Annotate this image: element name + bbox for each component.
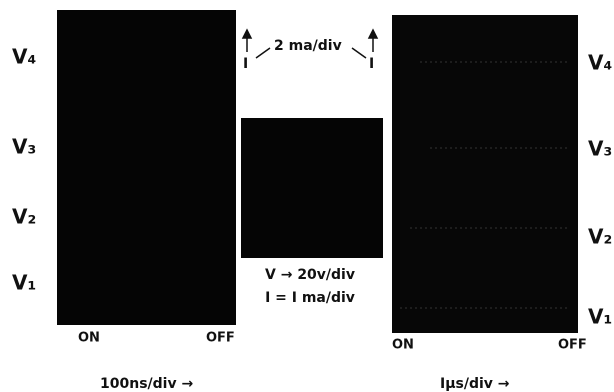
off-label: OFF xyxy=(206,331,235,346)
center-trace-panel xyxy=(241,118,383,258)
left-trace-panel xyxy=(57,10,236,325)
on-label: ON xyxy=(78,331,100,346)
level-label: V₄ xyxy=(12,45,36,69)
off-label: OFF xyxy=(558,338,587,353)
timebase-label: Iμs/div → xyxy=(440,376,510,392)
level-label: V₃ xyxy=(12,135,36,159)
page: V₄ V₃ V₂ V₁ ON OFF 100ns/div → I 2 ma/di… xyxy=(0,0,614,392)
level-label: V₂ xyxy=(12,205,36,229)
figure: V₄ V₃ V₂ V₁ ON OFF 100ns/div → I 2 ma/di… xyxy=(0,0,614,392)
level-label: V₂ xyxy=(588,225,612,249)
voltage-scale: V → 20v/div xyxy=(265,267,355,283)
level-label: V₃ xyxy=(588,137,612,161)
current-marker: I xyxy=(369,56,374,72)
on-label: ON xyxy=(392,338,414,353)
timebase-label: 100ns/div → xyxy=(100,376,193,392)
current-scale: I = I ma/div xyxy=(265,290,355,306)
level-label: V₁ xyxy=(588,305,612,329)
level-label: V₄ xyxy=(588,51,612,75)
current-scale: 2 ma/div xyxy=(274,38,342,54)
level-label: V₁ xyxy=(12,271,36,295)
current-marker: I xyxy=(243,56,248,72)
right-trace-panel xyxy=(392,15,578,333)
